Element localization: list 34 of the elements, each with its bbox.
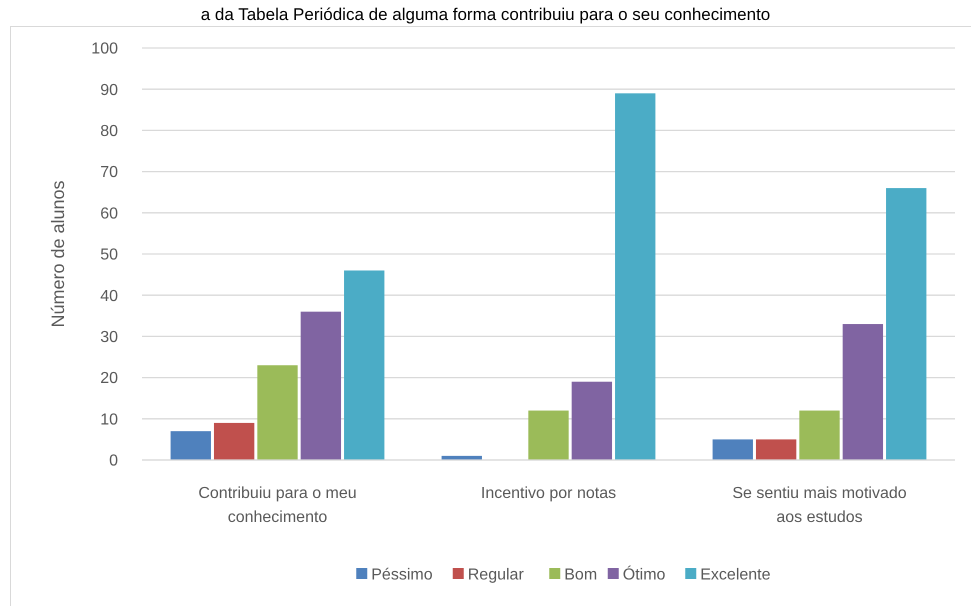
bar xyxy=(712,439,753,460)
legend-label: Péssimo xyxy=(371,566,433,584)
y-tick-label: 10 xyxy=(100,411,118,428)
y-tick-label: 20 xyxy=(100,370,118,388)
y-axis-title: Número de alunos xyxy=(48,180,68,328)
x-tick-label: Se sentiu mais motivado aos estudos xyxy=(732,485,907,526)
y-tick-label: 90 xyxy=(100,82,118,99)
y-tick-label: 0 xyxy=(109,452,118,470)
legend-label: Regular xyxy=(468,566,524,584)
bar xyxy=(799,410,840,460)
bar xyxy=(842,324,884,460)
y-tick-label: 100 xyxy=(91,40,118,58)
legend-label: Bom xyxy=(564,566,598,584)
y-tick-label: 50 xyxy=(100,246,118,264)
x-tick-label: Incentivo por notas xyxy=(480,485,616,502)
y-tick-label: 60 xyxy=(100,205,118,222)
bar xyxy=(170,431,211,460)
bar xyxy=(214,422,254,460)
bar xyxy=(257,365,298,460)
x-tick-label: Contribuiu para o meu conhecimento xyxy=(198,485,357,526)
bar xyxy=(756,439,796,460)
y-tick-label: 30 xyxy=(100,329,118,346)
y-tick-label: 70 xyxy=(100,164,118,182)
y-tick-label: 80 xyxy=(100,123,118,140)
text: a da Tabela Periódica de alguma forma contribuiu para o seu conhecimento xyxy=(200,5,770,24)
bar xyxy=(572,382,612,460)
bar xyxy=(615,93,656,460)
legend-label: Ótimo xyxy=(622,566,666,584)
bar xyxy=(886,188,926,460)
y-tick-label: 40 xyxy=(100,288,118,305)
legend-label: Excelente xyxy=(700,566,771,584)
bar xyxy=(344,270,384,460)
bar xyxy=(528,410,569,460)
bar xyxy=(300,312,342,460)
